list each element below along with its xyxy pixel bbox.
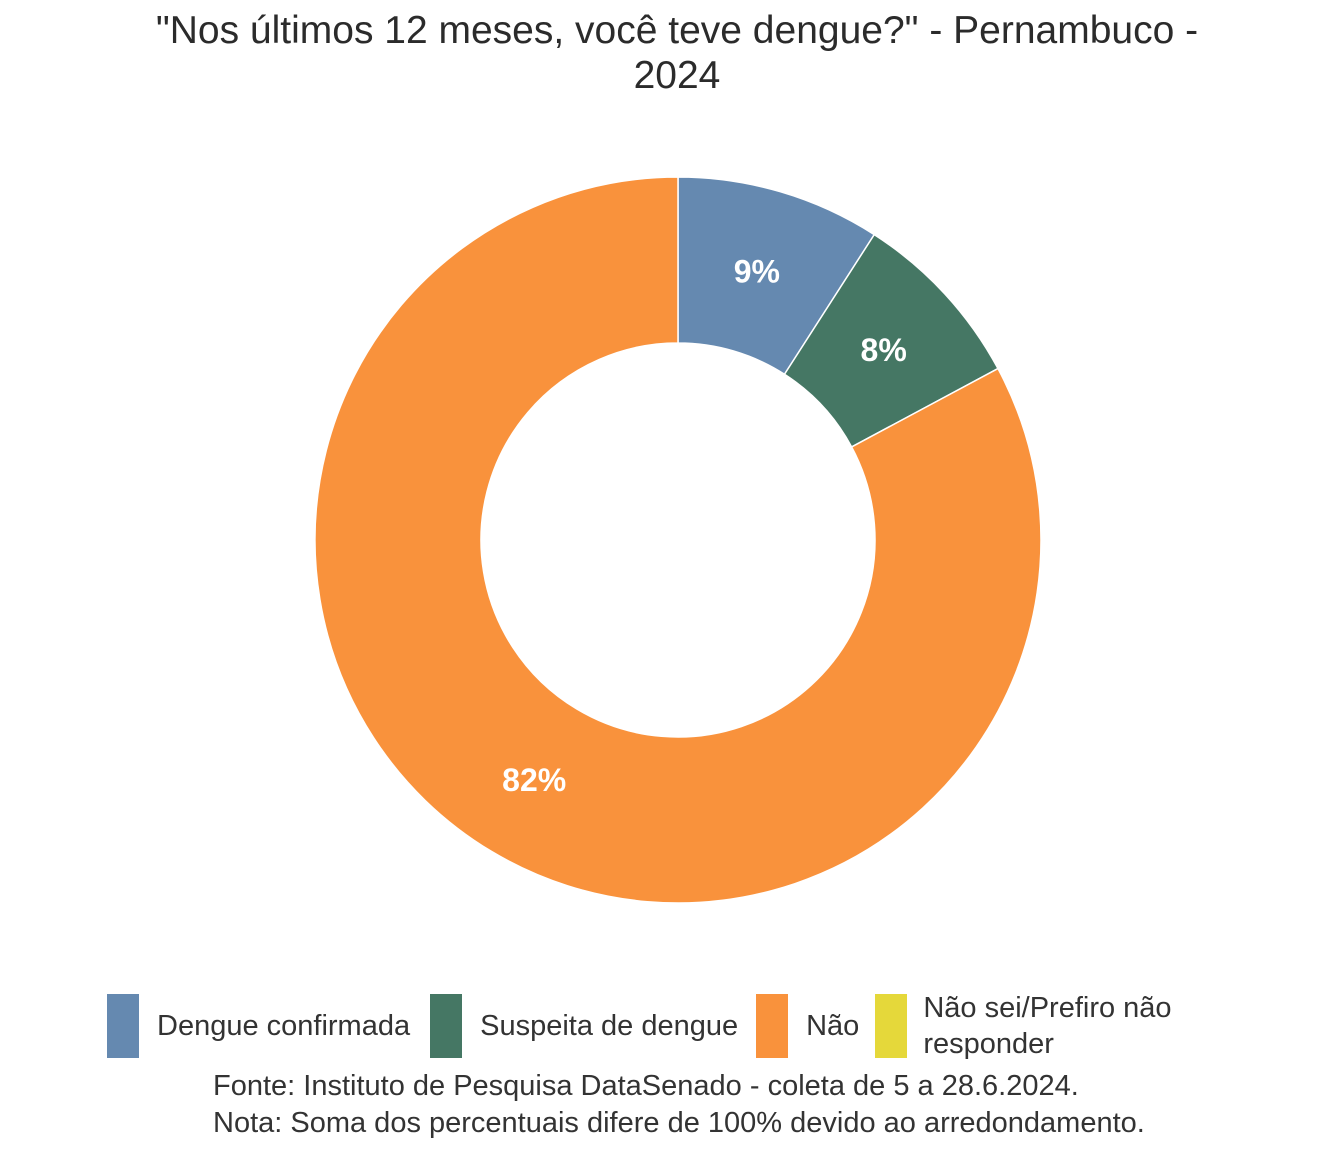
legend-item-nao: Não [756,994,859,1058]
legend-item-dengue-confirmada: Dengue confirmada [107,994,410,1058]
rounding-note: Nota: Soma dos percentuais difere de 100… [213,1107,1145,1139]
slice-label-dengue-confirmada: 9% [734,253,780,289]
legend-swatch [107,994,139,1058]
legend-item-nao-sei: Não sei/Prefiro não responder [875,990,1213,1062]
legend-label: Não sei/Prefiro não responder [923,992,1172,1060]
legend-swatch [430,994,463,1058]
legend: Dengue confirmada Suspeita de dengue Não… [107,990,1213,1062]
slice-label-suspeita-de-dengue: 8% [861,332,907,368]
legend-label: Dengue confirmada [157,1010,411,1042]
legend-swatch [756,994,789,1058]
chart-title-line-1: "Nos últimos 12 meses, você teve dengue?… [155,9,1199,52]
donut-slice-labels: 9% 8% 82% [502,253,907,798]
slice-label-nao: 82% [502,762,566,798]
chart-title-line-2: 2024 [633,54,721,97]
source-note: Fonte: Instituto de Pesquisa DataSenado … [213,1070,1079,1102]
donut-slices [314,176,1042,904]
footnotes: Fonte: Instituto de Pesquisa DataSenado … [213,1068,1145,1142]
slice-nao [314,176,1042,904]
legend-item-suspeita-de-dengue: Suspeita de dengue [430,994,738,1058]
chart-title: "Nos últimos 12 meses, você teve dengue?… [0,8,1344,98]
legend-swatch [875,994,908,1058]
legend-label: Suspeita de dengue [480,1010,739,1042]
legend-label: Não [806,1010,860,1042]
